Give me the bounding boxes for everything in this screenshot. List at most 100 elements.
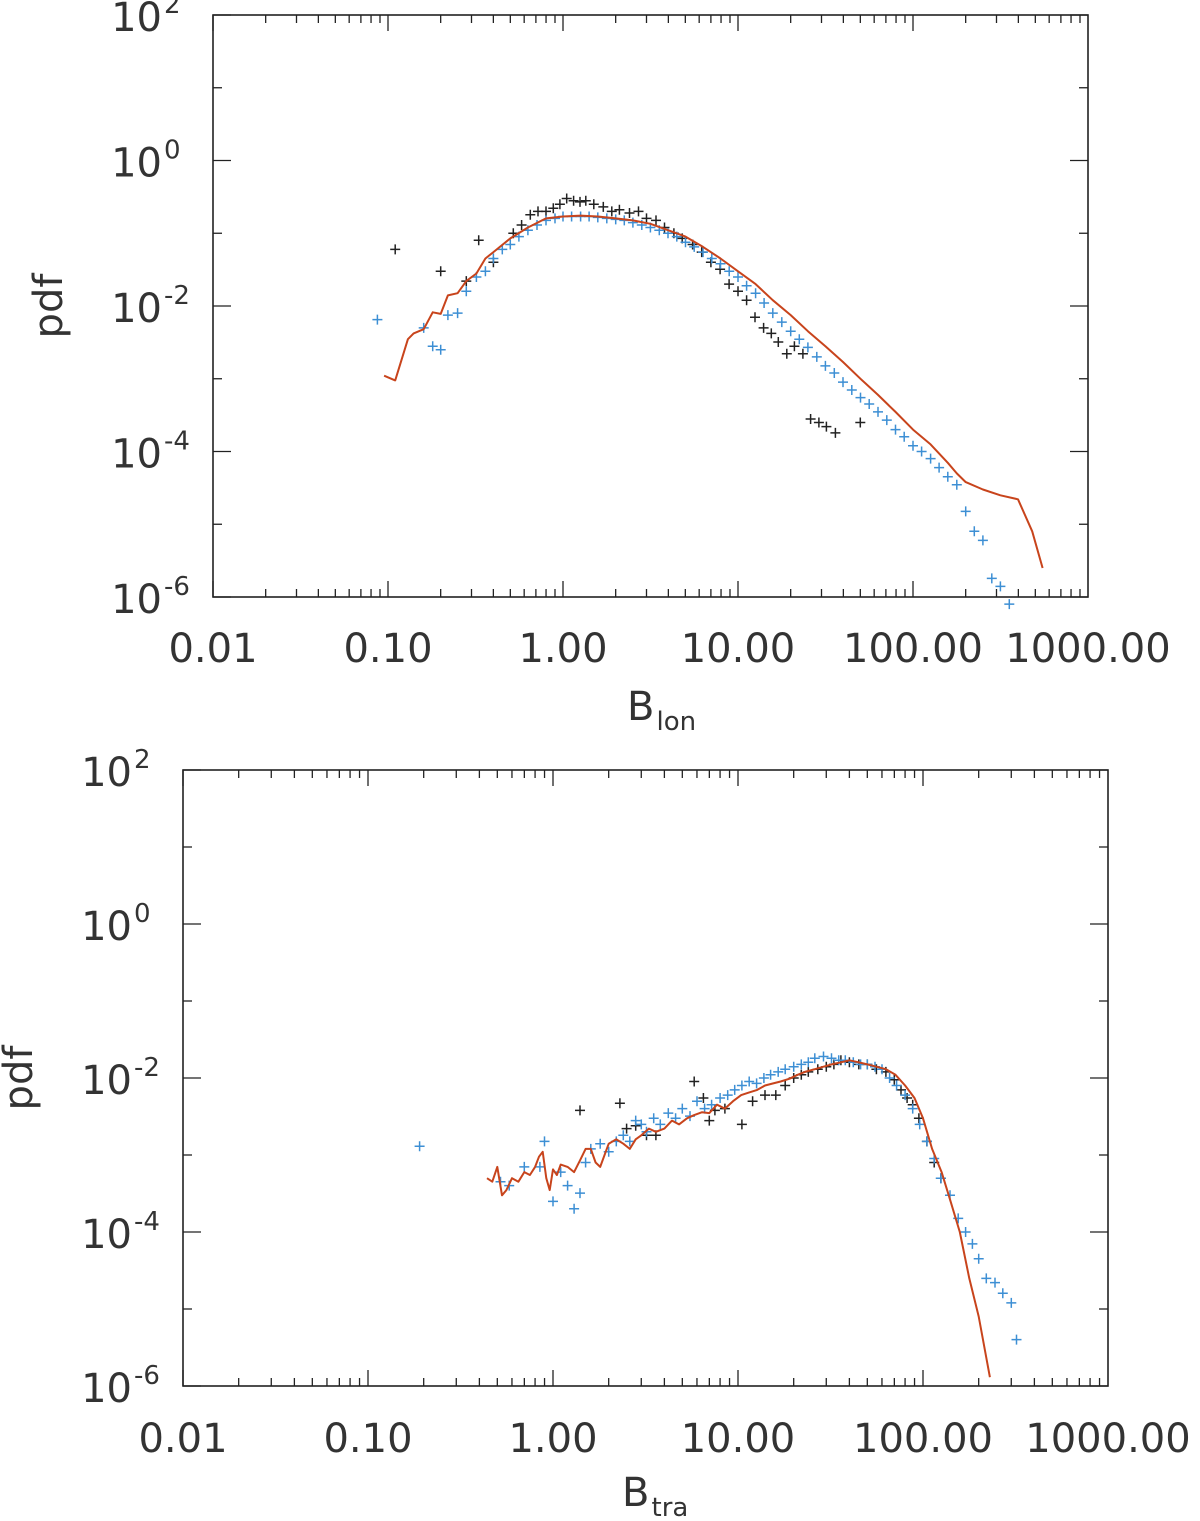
x-tick-label: 100.00 bbox=[853, 1416, 993, 1462]
data-point bbox=[575, 196, 585, 207]
x-tick-label: 10.00 bbox=[681, 1416, 796, 1462]
data-point bbox=[821, 421, 832, 432]
y-tick-label: 10 bbox=[111, 286, 162, 332]
data-point bbox=[575, 1105, 585, 1116]
data-point bbox=[760, 1090, 770, 1101]
data-point bbox=[855, 392, 866, 403]
data-point bbox=[741, 295, 752, 306]
data-point bbox=[704, 1115, 715, 1126]
y-tick-label: 10 bbox=[111, 141, 162, 187]
data-point bbox=[884, 1073, 895, 1083]
series-red-line bbox=[486, 1059, 991, 1378]
data-point bbox=[899, 431, 910, 442]
data-point bbox=[830, 427, 841, 438]
data-point bbox=[516, 220, 527, 230]
data-point bbox=[480, 266, 491, 277]
data-point bbox=[960, 1227, 971, 1237]
data-point bbox=[655, 1119, 666, 1130]
x-axis-label-subscript: lon bbox=[657, 707, 697, 737]
y-tick-label: 10 bbox=[81, 1058, 132, 1104]
data-point bbox=[741, 280, 752, 291]
data-point bbox=[900, 1090, 911, 1101]
y-tick-exponent: 0 bbox=[164, 136, 181, 166]
data-point bbox=[934, 462, 945, 473]
data-point bbox=[951, 479, 962, 490]
data-point bbox=[1004, 599, 1015, 610]
data-point bbox=[873, 406, 883, 417]
series-line bbox=[486, 1059, 991, 1378]
y-axis-label: pdf bbox=[26, 273, 72, 339]
data-point bbox=[758, 322, 769, 333]
data-point bbox=[796, 1059, 807, 1070]
data-point bbox=[766, 328, 777, 339]
data-point bbox=[758, 1073, 769, 1083]
data-point bbox=[414, 1141, 425, 1152]
data-point bbox=[568, 195, 579, 206]
data-point bbox=[569, 1203, 580, 1214]
data-point bbox=[767, 308, 778, 319]
data-point bbox=[1006, 1297, 1017, 1308]
data-point bbox=[826, 1053, 837, 1064]
data-point bbox=[914, 1119, 925, 1130]
y-tick-exponent: -4 bbox=[134, 1207, 160, 1237]
data-point bbox=[548, 203, 559, 214]
data-point bbox=[435, 266, 446, 277]
series-line bbox=[383, 214, 1044, 569]
y-tick-exponent: 2 bbox=[164, 0, 181, 20]
data-point bbox=[627, 217, 638, 228]
y-tick-label: 10 bbox=[81, 1212, 132, 1258]
data-point bbox=[889, 1074, 900, 1085]
data-point bbox=[614, 204, 625, 215]
data-point bbox=[829, 368, 840, 378]
data-point bbox=[773, 337, 784, 347]
plot-frame bbox=[212, 14, 1089, 598]
data-point bbox=[715, 1093, 726, 1103]
data-point bbox=[473, 235, 484, 246]
data-point bbox=[990, 1277, 1000, 1288]
data-point bbox=[750, 312, 760, 323]
data-point bbox=[677, 1103, 688, 1114]
data-point bbox=[788, 1061, 799, 1072]
x-tick-label: 0.01 bbox=[168, 626, 257, 672]
data-point bbox=[813, 417, 824, 428]
y-tick-label: 10 bbox=[81, 750, 132, 796]
data-point bbox=[461, 286, 472, 297]
data-point bbox=[621, 1123, 632, 1134]
data-point bbox=[846, 385, 857, 395]
series-blue-plus bbox=[414, 1051, 1022, 1345]
data-point bbox=[780, 1080, 791, 1091]
data-point bbox=[838, 377, 848, 388]
x-tick-label: 1000.00 bbox=[1005, 626, 1170, 672]
data-point bbox=[598, 201, 609, 212]
data-point bbox=[636, 1119, 647, 1130]
data-point bbox=[648, 1113, 659, 1124]
data-point bbox=[797, 348, 808, 359]
data-point bbox=[580, 195, 591, 206]
data-point bbox=[770, 1090, 781, 1101]
data-point bbox=[624, 1136, 635, 1147]
data-point bbox=[488, 253, 499, 264]
data-point bbox=[781, 348, 792, 359]
data-point bbox=[751, 1078, 762, 1089]
data-point bbox=[765, 1069, 776, 1080]
data-point bbox=[561, 193, 572, 204]
data-point bbox=[541, 206, 551, 217]
y-tick-label: 10 bbox=[111, 0, 162, 41]
data-point bbox=[562, 1180, 573, 1191]
data-point bbox=[539, 1136, 550, 1147]
y-tick-label: 10 bbox=[111, 432, 162, 478]
data-point bbox=[977, 535, 988, 546]
data-point bbox=[986, 573, 997, 584]
data-point bbox=[891, 1080, 902, 1091]
data-point bbox=[698, 1093, 709, 1103]
data-point bbox=[548, 1196, 558, 1207]
data-point bbox=[519, 1161, 530, 1172]
data-point bbox=[606, 206, 617, 217]
x-tick-label: 0.01 bbox=[138, 1416, 227, 1462]
data-point bbox=[973, 1253, 984, 1264]
data-point bbox=[736, 1119, 747, 1130]
data-point bbox=[580, 1157, 591, 1168]
data-point bbox=[942, 471, 953, 482]
data-point bbox=[908, 440, 918, 451]
